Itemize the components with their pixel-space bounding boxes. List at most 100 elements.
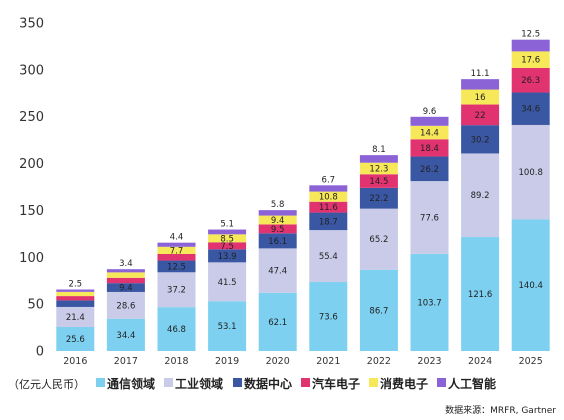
x-tick-label: 2025: [519, 356, 543, 367]
data-label: 41.5: [218, 278, 237, 288]
data-label: 5.1: [220, 220, 234, 230]
y-tick-label: 150: [19, 204, 44, 219]
data-label: 26.3: [521, 76, 540, 86]
bar-segment: [258, 233, 297, 249]
bar-segment: [359, 174, 398, 188]
bar-stack: 34.4 28.6 9.4 3.4: [106, 259, 145, 351]
x-tick-label: 2019: [215, 356, 239, 367]
bar-segment: [208, 229, 247, 235]
bar-segment: [208, 262, 247, 302]
unit-label: （亿元人民币）: [8, 378, 85, 391]
data-label: 28.6: [116, 301, 135, 311]
data-label: 9.4: [119, 284, 133, 294]
legend-swatch: [164, 378, 173, 387]
data-label: 73.6: [319, 313, 338, 323]
legend-swatch: [233, 378, 242, 387]
bar-segment: [208, 234, 247, 243]
bar-segment: [56, 327, 95, 351]
x-tick-label: 2020: [266, 356, 290, 367]
data-label: 9.6: [423, 107, 437, 117]
x-tick-label: 2021: [316, 356, 340, 367]
data-label: 121.6: [468, 290, 492, 300]
legend-swatch: [369, 378, 378, 387]
bar-stack: 121.6 89.2 30.2 22 16 11.1: [461, 69, 500, 351]
bar-segment: [56, 291, 95, 297]
bar-segment: [157, 260, 196, 273]
data-label: 2.5: [69, 280, 83, 290]
data-label: 46.8: [167, 325, 186, 335]
data-label: 34.6: [521, 105, 540, 115]
bar-segment: [461, 104, 500, 126]
data-label: 21.4: [66, 313, 85, 323]
x-tick-label: 2024: [468, 356, 492, 367]
data-label: 5.8: [271, 200, 285, 210]
legend-swatch: [437, 378, 446, 387]
data-label: 86.7: [369, 306, 388, 316]
data-label: 17.6: [521, 56, 540, 66]
bar-segment: [208, 301, 247, 351]
data-label: 9.4: [271, 216, 285, 226]
x-tick-label: 2017: [114, 356, 138, 367]
data-label: 8.5: [220, 234, 234, 244]
data-label: 89.2: [471, 191, 490, 201]
bar-segment: [56, 306, 95, 328]
bar-segment: [106, 269, 145, 273]
bar-stack: 103.7 77.6 26.2 18.4 14.4 9.6: [410, 107, 449, 351]
bar-segment: [511, 51, 550, 68]
legend-label: 汽车电子: [312, 376, 360, 391]
x-tick-label: 2023: [417, 356, 441, 367]
bar-segment: [410, 125, 449, 140]
data-label: 11.6: [319, 203, 338, 213]
data-label: 9.5: [271, 225, 285, 235]
y-tick-label: 350: [19, 17, 44, 32]
data-label: 14.4: [420, 129, 439, 139]
bar-segment: [511, 67, 550, 93]
bar-segment: [157, 307, 196, 351]
data-label: 16.1: [268, 237, 287, 247]
bar-stack: 86.7 65.2 22.2 14.5 12.3 8.1: [359, 145, 398, 351]
legend-label: 消费电子: [380, 376, 428, 391]
bar-segment: [157, 246, 196, 255]
x-tick-label: 2018: [164, 356, 188, 367]
data-label: 140.4: [519, 281, 543, 291]
data-label: 26.2: [420, 165, 439, 175]
bar-segment: [258, 248, 297, 293]
bar-segment: [461, 89, 500, 105]
data-label: 25.6: [66, 335, 85, 345]
data-label: 7.7: [170, 246, 184, 256]
bar-segment: [106, 291, 145, 319]
legend-swatch: [96, 378, 105, 387]
bar-stack: 62.1 47.4 16.1 9.59.4 5.8: [258, 200, 297, 351]
bar-segment: [106, 272, 145, 278]
bar-segment: [461, 125, 500, 154]
bar-segment: [106, 318, 145, 351]
bar-segment: [461, 79, 500, 90]
data-label: 18.7: [319, 217, 338, 227]
legend-entry: 人工智能: [437, 376, 496, 391]
bar-stack: 53.1 41.5 13.97.58.5 5.1: [208, 220, 247, 351]
bar-segment: [461, 237, 500, 351]
bar-segment: [309, 212, 348, 231]
bar-segment: [56, 300, 95, 307]
data-label: 8.1: [372, 145, 386, 155]
y-tick-label: 0: [36, 345, 44, 360]
data-label: 12.5: [521, 30, 540, 40]
bar-segment: [56, 289, 95, 292]
bar-stack: 46.8 37.2 12.5 7.7 4.4: [157, 233, 196, 351]
bar-segment: [258, 215, 297, 225]
legend-label: 人工智能: [448, 376, 496, 391]
bar-segment: [309, 185, 348, 192]
data-label: 7.5: [220, 242, 234, 252]
legend-entry: 汽车电子: [301, 376, 360, 391]
bar-segment: [208, 249, 247, 263]
bar-segment: [309, 201, 348, 213]
bar-segment: [511, 219, 550, 351]
bar-segment: [309, 282, 348, 351]
x-tick-label: 2022: [367, 356, 391, 367]
bars: 25.6 21.4 2.5 34.4 28.6 9.4 3.4 46.8 37.2 12.5 7.7…: [56, 30, 550, 351]
data-label: 55.4: [319, 252, 338, 262]
bar-segment: [309, 230, 348, 283]
legend-label: 数据中心: [244, 376, 292, 391]
data-label: 12.3: [369, 164, 388, 174]
data-label: 103.7: [417, 298, 441, 308]
